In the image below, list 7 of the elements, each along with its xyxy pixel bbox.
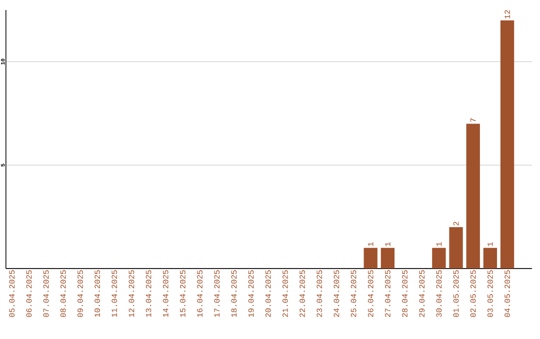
bar <box>432 248 446 268</box>
bar <box>449 226 463 268</box>
bar <box>483 248 498 268</box>
bar <box>500 20 514 268</box>
bar <box>364 248 378 268</box>
bar <box>466 124 480 268</box>
bar <box>380 248 395 268</box>
